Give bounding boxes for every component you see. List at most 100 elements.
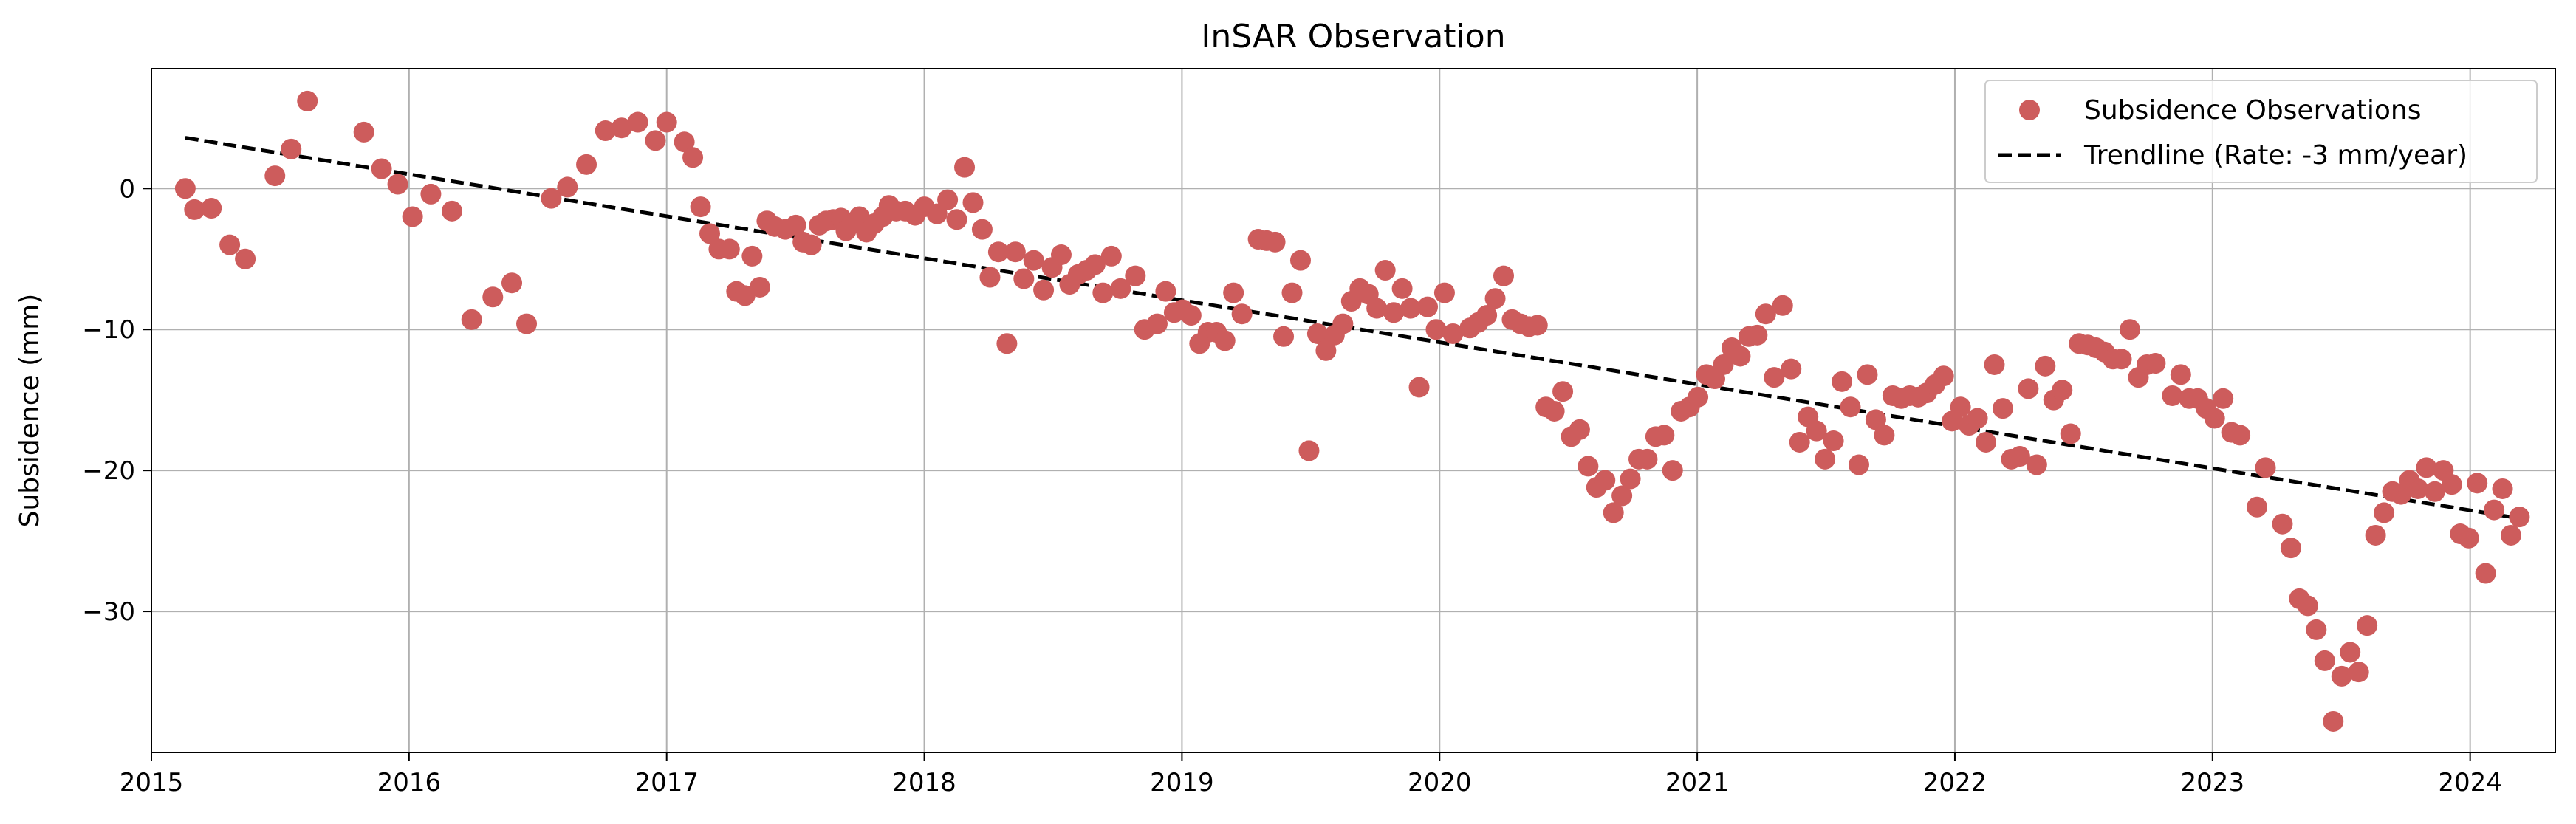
observation-point [1933, 365, 1954, 387]
observation-point [1383, 302, 1405, 323]
observation-point [2357, 615, 2378, 636]
observation-point [1315, 340, 1337, 361]
observation-point [699, 223, 721, 244]
legend-label-observations: Subsidence Observations [2084, 95, 2421, 126]
observation-point [962, 192, 984, 213]
observation-point [1713, 354, 1734, 375]
observation-point [785, 214, 806, 236]
observation-point [979, 267, 1001, 288]
observation-point [1832, 371, 1853, 392]
observation-point [2272, 513, 2293, 535]
y-tick-label: −20 [82, 456, 135, 486]
observation-point [2374, 502, 2395, 523]
observation-point [1231, 303, 1253, 325]
legend: Subsidence Observations Trendline (Rate:… [1984, 80, 2538, 183]
observation-point [1306, 323, 1328, 344]
observation-point [1976, 431, 1997, 453]
observation-point [281, 138, 302, 159]
observation-point [2035, 355, 2056, 377]
observation-point [1755, 303, 1776, 325]
observation-point [1425, 319, 1447, 340]
observation-point [1033, 279, 1055, 301]
observation-point [1992, 398, 2013, 419]
observation-points [174, 90, 2530, 732]
observation-point [219, 234, 241, 255]
observation-point [2204, 408, 2225, 429]
observation-point [627, 111, 648, 133]
observation-point [2255, 457, 2276, 478]
observation-point [1125, 265, 1146, 286]
observation-point [1408, 377, 1430, 398]
observation-point [1967, 408, 1988, 429]
observation-point [1764, 367, 1785, 388]
observation-point [1857, 364, 1878, 385]
observation-point [1569, 419, 1590, 440]
x-tick-label: 2019 [1150, 768, 1214, 797]
observation-point [2247, 496, 2268, 518]
x-tick-label: 2023 [2181, 768, 2245, 797]
observation-point [1772, 295, 1793, 316]
observation-point [2441, 474, 2462, 495]
observation-point [2458, 527, 2479, 549]
observation-point [516, 313, 538, 334]
observation-point [1637, 448, 1658, 470]
observation-point [2297, 595, 2318, 617]
observation-point [2009, 446, 2030, 467]
observation-point [1747, 324, 1768, 346]
observation-point [201, 198, 222, 219]
observation-point [1984, 354, 2005, 375]
observation-point [1730, 346, 1751, 367]
observation-point [1620, 468, 1641, 490]
observation-point [2145, 353, 2166, 374]
observation-point [1214, 330, 1236, 351]
observation-point [353, 121, 374, 143]
observation-point [645, 130, 666, 151]
observation-point [1611, 485, 1633, 507]
observation-point [1442, 323, 1464, 344]
observation-point [1146, 313, 1168, 334]
y-axis-label: Subsidence (mm) [15, 294, 45, 528]
trendline [185, 136, 2520, 521]
observation-point [2280, 538, 2301, 559]
observation-point [1273, 326, 1295, 347]
observation-point [987, 241, 1009, 263]
observation-point [1874, 425, 1895, 446]
observation-point [541, 188, 562, 209]
observation-point [420, 183, 442, 205]
observation-point [557, 176, 578, 198]
observation-point [2484, 499, 2505, 521]
observation-point [2314, 650, 2335, 671]
observation-point [1013, 268, 1035, 289]
observation-point [1484, 288, 1506, 309]
observation-point [1400, 298, 1422, 319]
observation-point [996, 333, 1018, 354]
observation-point [1289, 250, 1311, 271]
legend-marker-observations [2019, 100, 2040, 120]
observation-point [2340, 642, 2361, 663]
observation-point [1654, 425, 1675, 446]
observation-point [174, 178, 196, 199]
observation-point [2475, 563, 2496, 584]
observation-point [2052, 380, 2073, 401]
observation-point [2060, 423, 2081, 444]
observation-point [1789, 431, 1810, 453]
observation-point [1092, 282, 1114, 303]
observation-point [1552, 381, 1574, 402]
observation-point [1264, 231, 1286, 253]
observation-point [501, 272, 523, 294]
observation-point [926, 203, 948, 224]
observation-point [482, 286, 504, 308]
observation-point [1603, 502, 1624, 523]
x-tick-label: 2024 [2438, 768, 2502, 797]
observation-point [1155, 281, 1176, 302]
observation-point [264, 165, 286, 187]
chart-title: InSAR Observation [1201, 18, 1505, 55]
axis-ticks: 2015 2016 2017 2018 2019 2020 2021 2022 2023 2024… [82, 174, 2502, 797]
observation-point [2509, 507, 2530, 528]
observation-point [1298, 440, 1320, 461]
x-tick-label: 2018 [892, 768, 956, 797]
observation-point [2170, 364, 2191, 385]
observation-point [1527, 315, 1548, 336]
observation-point [1433, 282, 1455, 303]
observation-point [297, 90, 318, 111]
